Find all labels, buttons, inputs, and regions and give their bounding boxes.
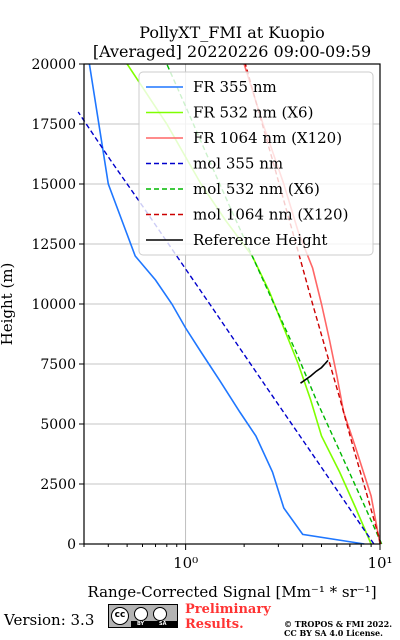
- by-attribution-icon: [134, 607, 148, 621]
- series-line-3: [77, 111, 375, 545]
- copyright-line2: CC BY SA 4.0 License.: [284, 628, 383, 638]
- sa-strip-label: SA: [159, 621, 167, 627]
- legend-entry-label: FR 532 nm (X6): [193, 104, 313, 122]
- chart-title-line1: PollyXT_FMI at Kuopio: [139, 23, 325, 42]
- license-strip: BY SA: [131, 621, 178, 627]
- y-tick-label: 10000: [31, 297, 76, 313]
- y-tick-label: 20000: [31, 57, 76, 73]
- legend-box: [138, 71, 374, 256]
- series-line-5: [244, 63, 382, 545]
- legend-entry-label: FR 355 nm: [193, 78, 277, 96]
- x-tick-label: 10⁰: [173, 554, 198, 572]
- series-line-6: [300, 359, 329, 384]
- copyright-line1: © TROPOS & FMI 2022.: [284, 619, 393, 629]
- y-tick-label: 17500: [31, 117, 76, 133]
- preliminary-results-note: Preliminary Results.: [185, 602, 271, 632]
- y-tick-label: 0: [67, 537, 76, 553]
- legend-entry-label: mol 1064 nm (X120): [193, 206, 348, 224]
- cc-icon: cc: [111, 607, 129, 625]
- y-tick-label: 7500: [40, 357, 76, 373]
- y-tick-label: 15000: [31, 177, 76, 193]
- legend-entry-label: Reference Height: [193, 231, 327, 249]
- cc-license-badge[interactable]: cc BY SA: [108, 604, 178, 628]
- y-tick-label: 12500: [31, 237, 76, 253]
- by-strip-label: BY: [137, 621, 145, 627]
- x-axis-ticks: 10⁰ 10¹: [83, 544, 393, 572]
- copyright-note: © TROPOS & FMI 2022. CC BY SA 4.0 Licens…: [284, 620, 392, 638]
- legend: FR 355 nm FR 532 nm (X6) FR 1064 nm (X120)…: [138, 71, 374, 256]
- version-label: Version: 3.3: [4, 611, 95, 629]
- share-alike-icon: [153, 607, 167, 621]
- preliminary-line2: Results.: [185, 617, 244, 632]
- series-line-0: [88, 63, 365, 545]
- lidar-profile-chart: PollyXT_FMI at Kuopio [Averaged] 2022022…: [0, 23, 393, 600]
- legend-entry-label: mol 532 nm (X6): [193, 180, 320, 198]
- y-tick-label: 2500: [40, 477, 76, 493]
- y-tick-label: 5000: [40, 417, 76, 433]
- preliminary-line1: Preliminary: [185, 602, 271, 617]
- chart-title-line2: [Averaged] 20220226 09:00-09:59: [93, 42, 371, 61]
- y-axis-ticks: 0 2500 5000 7500 10000 12500 15000 17500 20000: [31, 57, 84, 553]
- x-tick-label: 10¹: [367, 554, 392, 572]
- y-axis-label: Height (m): [0, 263, 16, 346]
- legend-entry-label: mol 355 nm: [193, 155, 283, 173]
- legend-entry-label: FR 1064 nm (X120): [193, 129, 342, 147]
- x-axis-label: Range-Corrected Signal [Mm⁻¹ * sr⁻¹]: [87, 583, 376, 600]
